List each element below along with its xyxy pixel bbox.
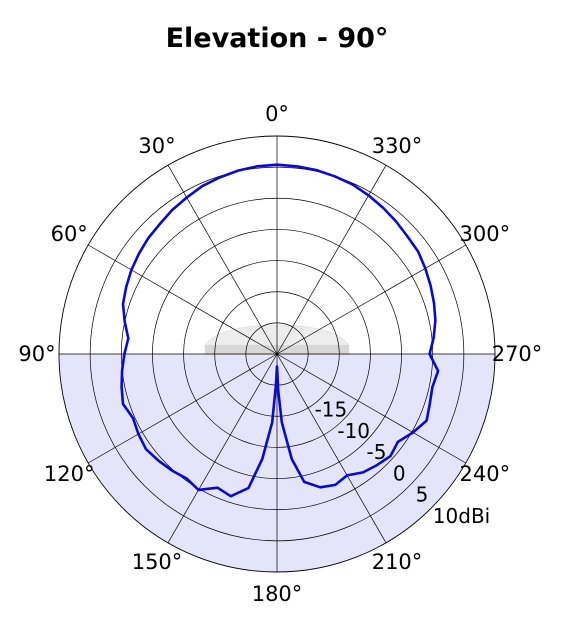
grid-spoke — [88, 353, 278, 464]
angle-tick-label: 210° — [372, 550, 423, 574]
gain-trace — [120, 163, 440, 498]
angle-tick-labels: 0° 30° 60° 90° 120° 150° 180° 210° 240° 270° 300° 3… — [18, 102, 542, 606]
grid-spoke — [167, 353, 278, 543]
grid-spoke — [276, 353, 466, 464]
grid-spoke — [167, 165, 278, 355]
angle-tick-label: 120° — [44, 462, 95, 486]
grid-spoke — [276, 353, 387, 543]
grid-spoke — [88, 244, 278, 355]
series-line — [120, 163, 440, 498]
angle-tick-label: 300° — [460, 222, 511, 246]
grid-spoke — [276, 165, 387, 355]
radial-tick-label: 10dBi — [433, 504, 490, 528]
angle-tick-label: 90° — [18, 342, 55, 366]
angle-tick-label: 30° — [138, 134, 175, 158]
radial-tick-label: -5 — [367, 440, 387, 464]
angle-tick-label: 150° — [132, 550, 183, 574]
radial-tick-label: -15 — [315, 398, 348, 422]
angle-tick-label: 180° — [252, 582, 303, 606]
angle-tick-label: 240° — [460, 462, 511, 486]
angle-tick-label: 330° — [372, 134, 423, 158]
angle-tick-label: 270° — [492, 342, 543, 366]
radial-tick-label: 0 — [393, 461, 406, 485]
chart-title: Elevation - 90° — [166, 23, 389, 54]
radial-tick-label: 5 — [416, 483, 429, 507]
polar-grid — [58, 135, 496, 573]
grid-spoke — [276, 244, 466, 355]
radial-tick-label: -10 — [337, 419, 370, 443]
angle-tick-label: 0° — [265, 102, 289, 126]
angle-tick-label: 60° — [51, 222, 88, 246]
